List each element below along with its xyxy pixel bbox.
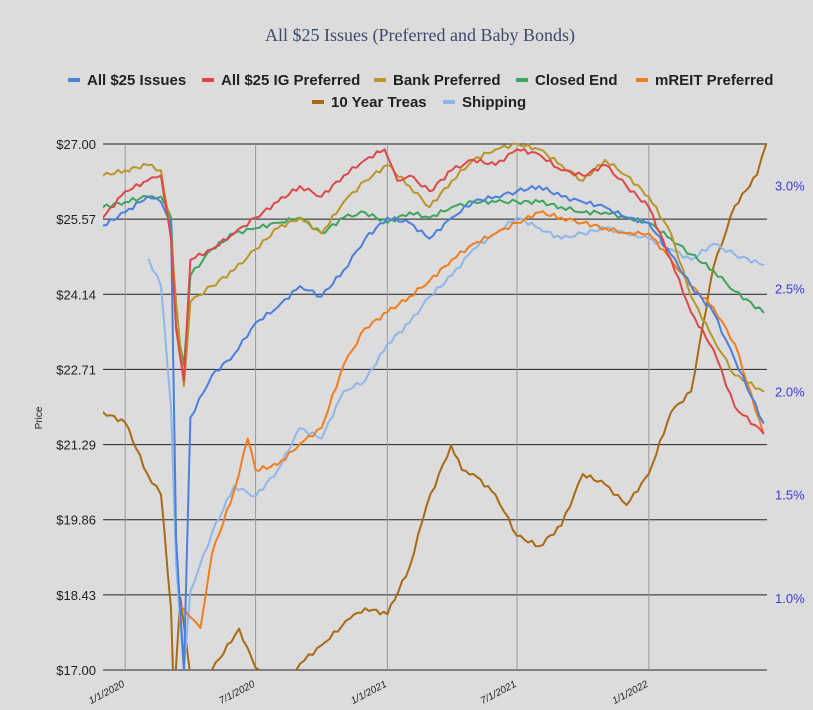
y-tick-label: $17.00 (56, 663, 96, 678)
series-line-all-25-ig-preferred (103, 148, 765, 435)
legend-item[interactable]: 10 Year Treas (312, 94, 427, 111)
legend-label: All $25 IG Preferred (221, 72, 360, 89)
legend-item[interactable]: Closed End (516, 72, 618, 89)
y-tick-label: $24.14 (56, 287, 96, 302)
y2-tick-label: 2.0% (775, 385, 805, 400)
legend-item[interactable]: Shipping (443, 94, 526, 111)
y2-tick-label: 2.5% (775, 281, 805, 296)
y-axis-label: Price (34, 406, 45, 429)
y-tick-label: $18.43 (56, 588, 96, 603)
x-tick-label: 7/1/2021 (479, 679, 519, 707)
y-tick-label: $27.00 (56, 137, 96, 152)
series-line-shipping (147, 216, 765, 670)
x-tick-label: 1/1/2021 (349, 679, 389, 707)
legend-label: mREIT Preferred (655, 72, 773, 89)
y-tick-label: $25.57 (56, 212, 96, 227)
y2-tick-label: 3.0% (775, 178, 805, 193)
x-tick-label: 7/1/2020 (217, 679, 257, 707)
legend-item[interactable]: Bank Preferred (374, 72, 501, 89)
x-tick-label: 1/1/2022 (611, 679, 651, 707)
y-tick-label: $22.71 (56, 362, 96, 377)
chart-title: All $25 Issues (Preferred and Baby Bonds… (265, 25, 575, 46)
legend-label: 10 Year Treas (331, 94, 427, 111)
legend-label: Bank Preferred (393, 72, 501, 89)
legend-item[interactable]: All $25 IG Preferred (202, 72, 360, 89)
grid (103, 143, 767, 671)
y2-tick-label: 1.5% (775, 488, 805, 503)
y2-tick-label: 1.0% (775, 591, 805, 606)
series-line-10-year-treas (103, 143, 767, 670)
legend-label: All $25 Issues (87, 72, 186, 89)
series-layer (103, 142, 767, 670)
legend-label: Closed End (535, 72, 618, 89)
legend-label: Shipping (462, 94, 526, 111)
legend-item[interactable]: All $25 Issues (68, 72, 186, 89)
y-tick-label: $21.29 (56, 438, 96, 453)
series-line-all-25-issues (103, 185, 765, 670)
legend-item[interactable]: mREIT Preferred (636, 72, 773, 89)
series-line-mreit-preferred (180, 210, 765, 629)
series-line-bank-preferred (103, 142, 765, 393)
x-tick-label: 1/1/2020 (87, 679, 127, 707)
y-tick-label: $19.86 (56, 513, 96, 528)
legend: All $25 Issues All $25 IG Preferred Bank P… (68, 72, 773, 111)
